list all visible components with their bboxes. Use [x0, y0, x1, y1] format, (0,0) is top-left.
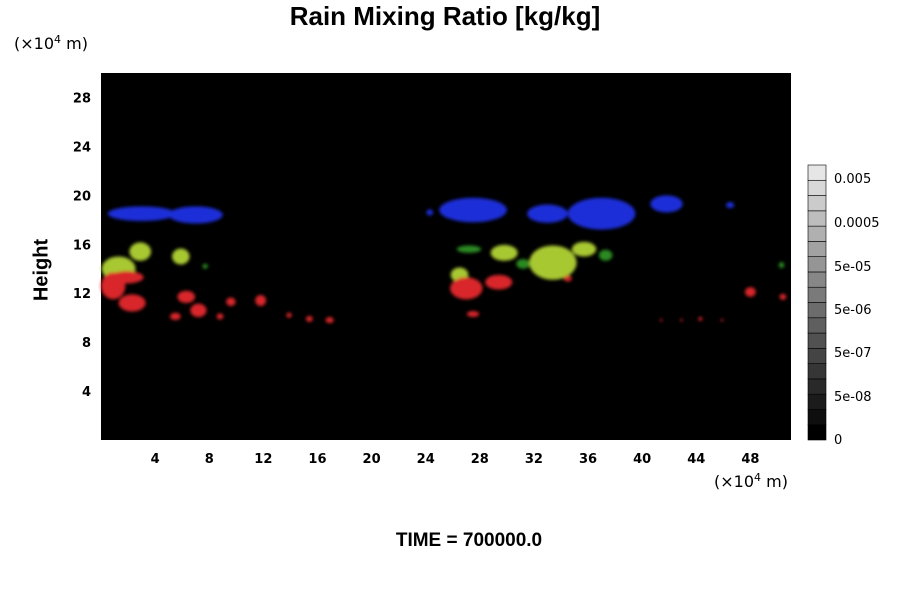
colorbar-swatch — [807, 271, 827, 288]
colorbar-swatch — [807, 286, 827, 303]
time-label: TIME = 700000.0 — [395, 530, 543, 551]
colorbar: 0.005 0.0005 5e-05 5e-06 5e-07 5e-08 0 — [807, 164, 880, 448]
rain-region-0-cell-2 — [439, 197, 507, 223]
rain-region-3-cell-11 — [325, 317, 334, 324]
colorbar-swatch — [807, 348, 827, 364]
rain-region-3-cell-10 — [305, 315, 313, 322]
y-tick-label: 8 — [82, 336, 91, 351]
colorbar-label: 5e-05 — [834, 260, 872, 275]
rain-region-2-cell-3 — [778, 262, 785, 269]
rain-region-0-cell-6 — [426, 209, 434, 216]
y-tick-label: 28 — [73, 91, 91, 106]
colorbar-swatch — [807, 363, 827, 380]
rain-region-1-cell-4 — [490, 244, 518, 261]
colorbar-swatch — [807, 195, 827, 212]
rain-region-3-cell-14 — [466, 310, 480, 318]
rain-region-3-cell-8 — [216, 313, 224, 320]
x-tick-label: 4 — [151, 452, 160, 467]
colorbar-swatch — [807, 332, 827, 349]
rain-region-1-cell-2 — [172, 248, 190, 265]
rain-region-3-cell-20 — [698, 317, 703, 321]
x-tick-label: 40 — [633, 452, 651, 467]
colorbar-swatch — [807, 378, 827, 395]
colorbar-swatch — [807, 393, 827, 410]
rain-region-2-cell-2 — [598, 249, 613, 261]
colorbar-label: 5e-06 — [834, 303, 872, 318]
rain-region-3-cell-17 — [779, 293, 787, 300]
y-tick-label: 12 — [73, 287, 91, 302]
rain-region-3-cell-3 — [177, 290, 196, 303]
x-tick-label: 32 — [525, 452, 543, 467]
x-tick-label: 16 — [308, 452, 326, 467]
rain-region-0-cell-0 — [107, 206, 176, 222]
x-tick-label: 44 — [687, 452, 705, 467]
colorbar-swatch — [807, 241, 827, 257]
plot-background — [101, 73, 791, 440]
colorbar-swatch — [807, 179, 827, 196]
x-tick-label: 24 — [417, 452, 435, 467]
rain-region-3-cell-21 — [720, 318, 724, 322]
rain-region-1-cell-6 — [571, 241, 597, 257]
colorbar-swatch — [807, 256, 827, 273]
rain-region-0-cell-3 — [527, 204, 568, 223]
rain-region-3-cell-9 — [286, 312, 292, 318]
x-tick-label: 12 — [254, 452, 272, 467]
chart-title: Rain Mixing Ratio [kg/kg] — [289, 1, 601, 31]
y-tick-label: 20 — [73, 189, 91, 204]
y-axis-unit: (×104 m) — [14, 33, 88, 53]
colorbar-swatch — [807, 164, 827, 181]
rain-region-3-cell-4 — [190, 303, 207, 318]
rain-region-3-cell-6 — [255, 295, 267, 307]
rain-region-3-cell-1 — [118, 294, 146, 312]
rain-region-1-cell-1 — [129, 242, 152, 261]
y-tick-label: 16 — [73, 238, 91, 253]
rain-region-0-cell-7 — [726, 202, 735, 209]
rain-region-2-cell-4 — [202, 263, 208, 269]
rain-region-2-cell-0 — [456, 245, 482, 253]
rain-region-3-cell-13 — [485, 274, 513, 290]
rain-region-3-cell-15 — [563, 275, 572, 282]
rain-region-3-cell-12 — [450, 277, 483, 300]
colorbar-label: 5e-07 — [834, 346, 872, 361]
rain-region-3-cell-7 — [170, 312, 181, 321]
colorbar-label: 0.005 — [834, 172, 871, 187]
x-tick-label: 48 — [741, 452, 759, 467]
x-tick-label: 8 — [205, 452, 214, 467]
y-tick-label: 4 — [82, 385, 91, 400]
y-tick-label: 24 — [73, 140, 91, 155]
rain-region-3-cell-5 — [226, 297, 236, 307]
x-tick-label: 28 — [471, 452, 489, 467]
colorbar-swatch — [807, 210, 827, 227]
rain-region-0-cell-1 — [168, 206, 223, 224]
colorbar-swatch — [807, 225, 827, 242]
rain-region-3-cell-16 — [745, 287, 756, 297]
rain-region-0-cell-4 — [567, 197, 636, 230]
colorbar-swatch — [807, 302, 827, 319]
colorbar-label: 0 — [834, 433, 842, 448]
colorbar-swatch — [807, 317, 827, 334]
x-tick-label: 36 — [579, 452, 597, 467]
colorbar-label: 5e-08 — [834, 390, 872, 405]
rain-region-2-cell-1 — [516, 258, 530, 269]
x-tick-label: 20 — [363, 452, 381, 467]
rain-region-1-cell-5 — [529, 245, 577, 280]
x-axis-unit: (×104 m) — [714, 471, 788, 491]
colorbar-swatch — [807, 424, 827, 441]
rain-region-3-cell-18 — [659, 318, 663, 322]
colorbar-label: 0.0005 — [834, 216, 880, 231]
colorbar-swatch — [807, 409, 827, 426]
rain-region-3-cell-2 — [109, 271, 144, 284]
rain-region-3-cell-19 — [680, 318, 683, 322]
rain-region-0-cell-5 — [650, 195, 683, 213]
